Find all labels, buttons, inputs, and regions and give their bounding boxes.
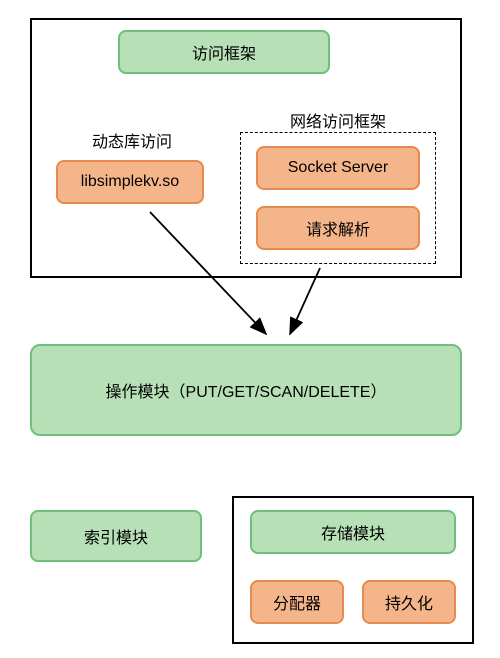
operation-module-label: 操作模块（PUT/GET/SCAN/DELETE） [106,378,387,402]
access-framework-box: 访问框架 [118,30,330,74]
dynamic-lib-text: 动态库访问 [92,128,172,152]
network-access-label: 网络访问框架 [268,108,408,132]
storage-module-label: 存储模块 [321,520,385,544]
request-parse-label: 请求解析 [306,216,370,240]
index-module-label: 索引模块 [84,524,148,548]
access-framework-label: 访问框架 [192,40,256,64]
operation-module-box: 操作模块（PUT/GET/SCAN/DELETE） [30,344,462,436]
socket-server-label: Socket Server [288,159,388,177]
index-module-box: 索引模块 [30,510,202,562]
storage-module-box: 存储模块 [250,510,456,554]
request-parse-box: 请求解析 [256,206,420,250]
persistence-box: 持久化 [362,580,456,624]
dynamic-lib-access-label: 动态库访问 [72,128,192,152]
network-access-text: 网络访问框架 [290,108,386,132]
allocator-label: 分配器 [273,590,321,614]
persistence-label: 持久化 [385,590,433,614]
libsimplekv-box: libsimplekv.so [56,160,204,204]
libsimplekv-label: libsimplekv.so [81,173,179,191]
socket-server-box: Socket Server [256,146,420,190]
allocator-box: 分配器 [250,580,344,624]
